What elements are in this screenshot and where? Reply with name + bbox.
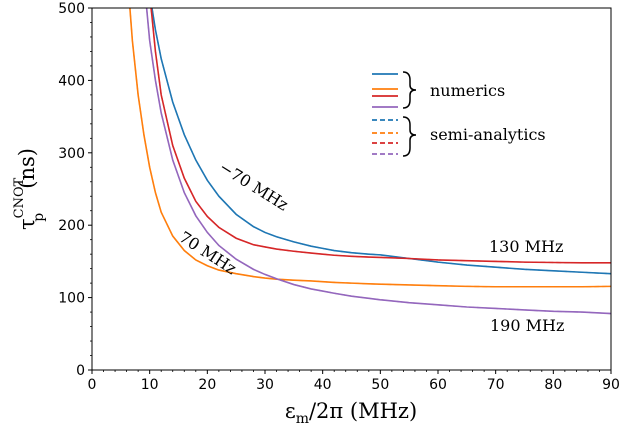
x-tick-label-6: 60: [429, 377, 447, 393]
y-tick-label-1: 100: [58, 291, 85, 307]
plot-area: 0 10 20 30 40 50 60 70 80 90 0 100 200 300 400 500: [58, 1, 620, 393]
x-tick-label-7: 70: [487, 377, 505, 393]
series-dashed-line-3: [146, 8, 611, 315]
x-tick-label-8: 80: [544, 377, 562, 393]
x-axis-label: εm/2π (MHz): [285, 399, 417, 427]
x-tick-label-4: 40: [314, 377, 332, 393]
curves: [129, 8, 611, 315]
annotation-130mhz: 130 MHz: [489, 237, 563, 256]
annotation-190mhz: 190 MHz: [490, 316, 564, 335]
plot-frame: [91, 7, 612, 371]
x-tick-label-3: 30: [256, 377, 274, 393]
y-tick-label-4: 400: [58, 73, 85, 89]
legend-label-numerics: numerics: [430, 81, 505, 100]
y-axis-label: τCNOT p(ns): [12, 148, 47, 230]
x-tick-label-9: 90: [602, 377, 620, 393]
y-tick-label-2: 200: [58, 218, 85, 234]
y-tick-label-5: 500: [58, 1, 85, 17]
legend-label-semi-analytics: semi-analytics: [430, 125, 546, 144]
legend-brace-numerics: [402, 71, 417, 109]
x-tick-label-2: 20: [198, 377, 216, 393]
y-tick-label-0: 0: [76, 363, 85, 379]
series-dashed-line-2: [150, 8, 611, 264]
y-tick-label-3: 300: [58, 146, 85, 162]
series-dashed-line-0: [151, 8, 611, 275]
x-tick-label-1: 10: [141, 377, 159, 393]
legend: numerics semi-analytics: [372, 71, 546, 157]
x-tick-label-0: 0: [88, 377, 97, 393]
legend-brace-semi-analytics: [402, 116, 417, 157]
x-tick-label-5: 50: [371, 377, 389, 393]
